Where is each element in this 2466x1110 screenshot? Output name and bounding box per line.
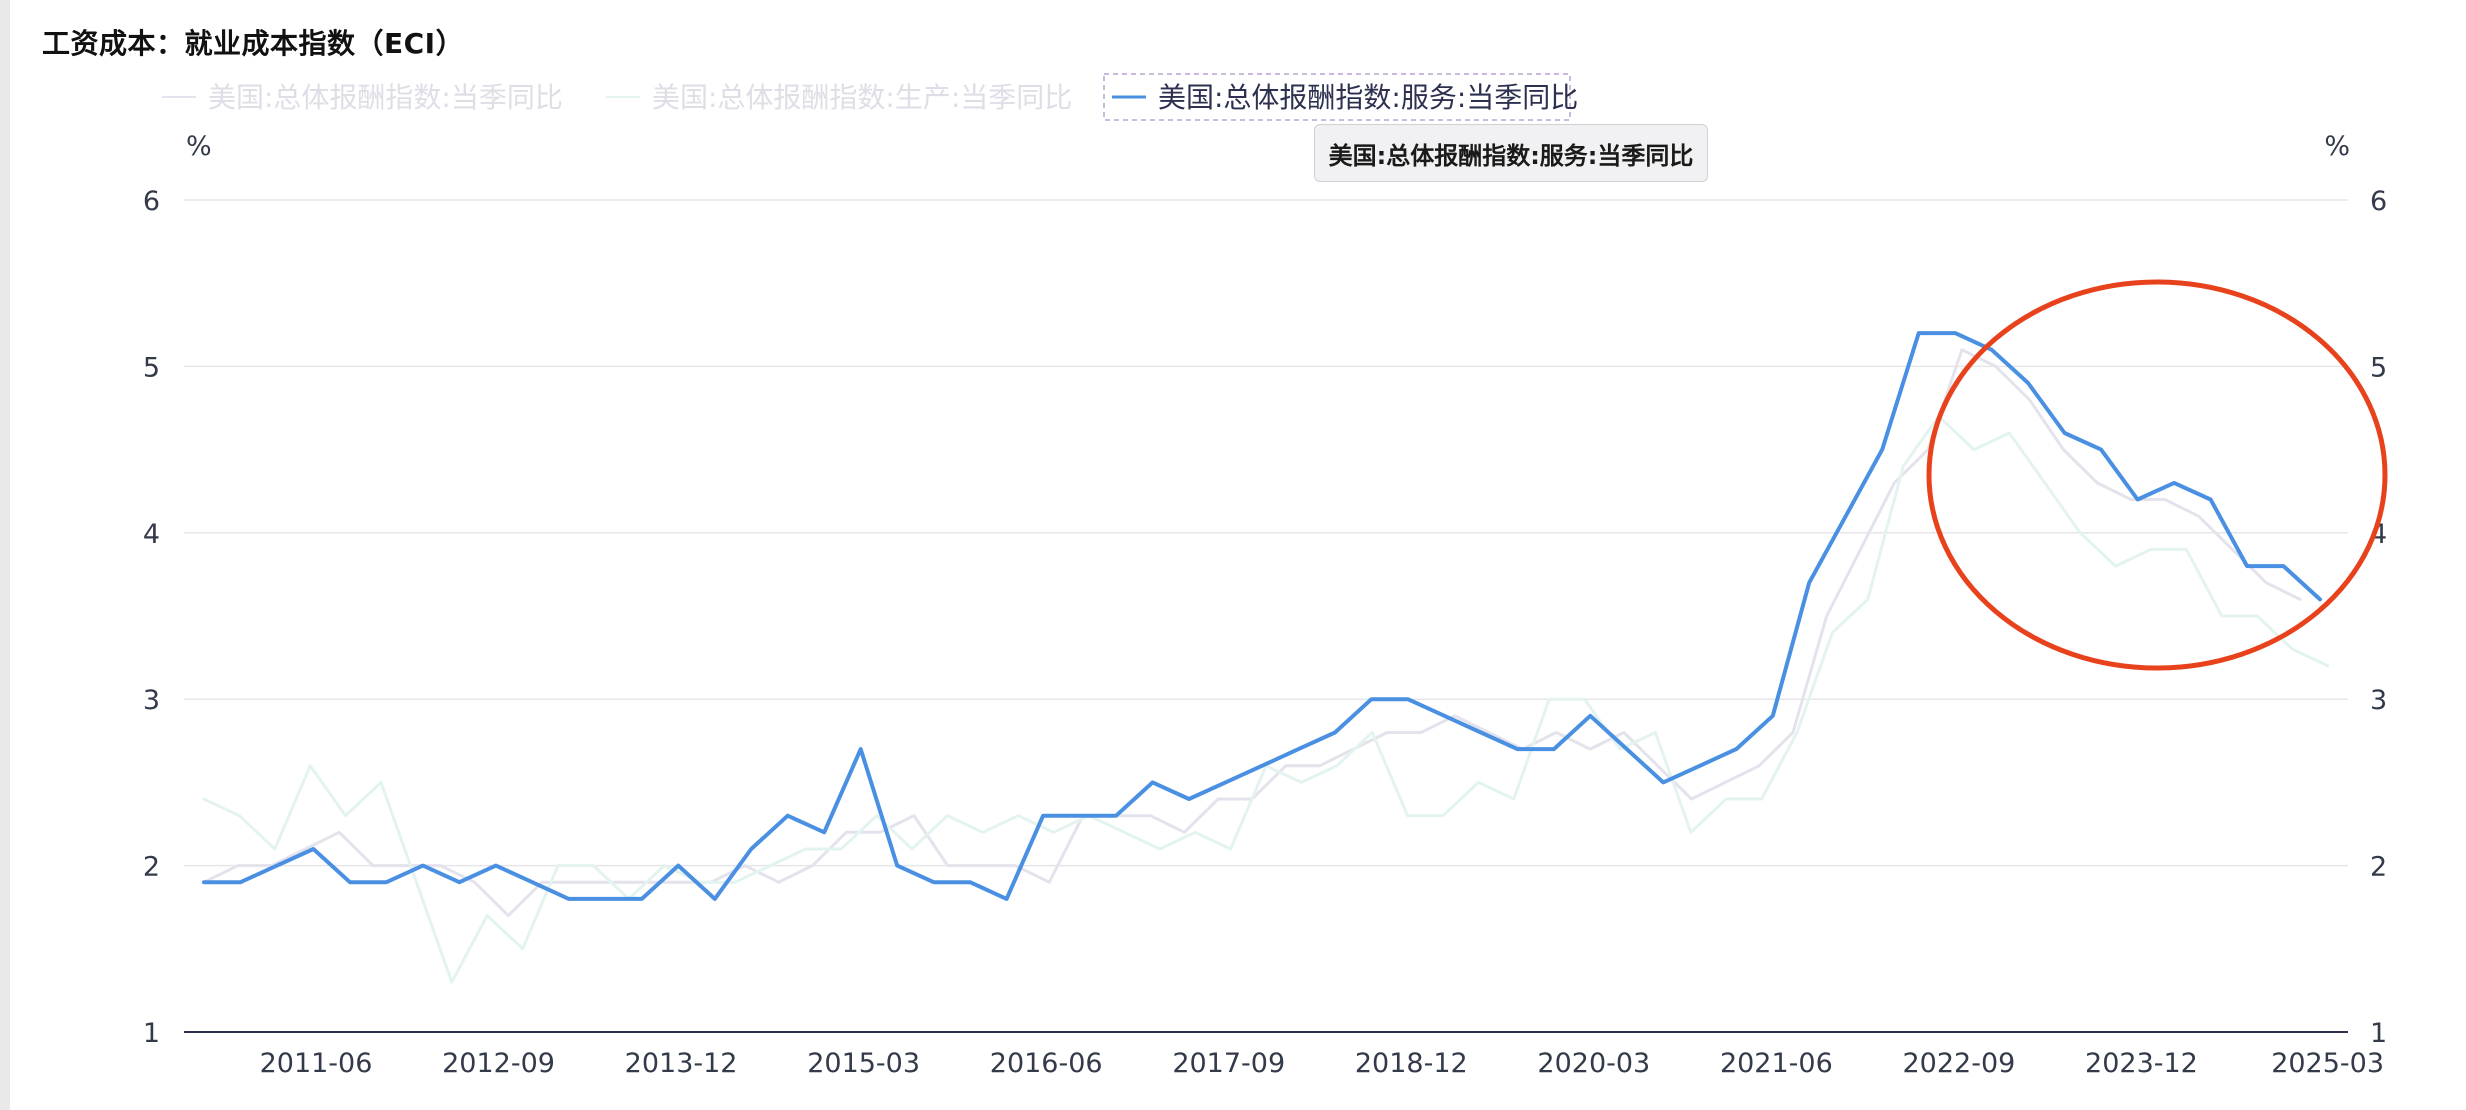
- x-tick-label: 2025-03: [2271, 1048, 2384, 1079]
- x-tick-label: 2020-03: [1537, 1048, 1650, 1079]
- legend-item-3: 美国:总体报酬指数:服务:当季同比: [1158, 81, 1578, 114]
- y-unit-left: %: [186, 131, 212, 162]
- x-tick-label: 2012-09: [442, 1048, 555, 1079]
- y-tick-label-left: 3: [143, 685, 160, 716]
- x-tick-label: 2023-12: [2085, 1048, 2198, 1079]
- y-tick-label-right: 6: [2370, 186, 2387, 217]
- y-tick-label-right: 1: [2370, 1018, 2387, 1049]
- x-tick-label: 2016-06: [990, 1048, 1103, 1079]
- x-tick-label: 2011-06: [260, 1048, 373, 1079]
- x-tick-label: 2017-09: [1172, 1048, 1285, 1079]
- y-tick-label-left: 2: [143, 852, 160, 883]
- y-tick-label-right: 5: [2370, 352, 2387, 383]
- y-tick-label-right: 2: [2370, 852, 2387, 883]
- y-tick-label-left: 6: [143, 186, 160, 217]
- x-tick-label: 2018-12: [1355, 1048, 1468, 1079]
- y-tick-label-left: 4: [143, 519, 160, 550]
- series-line-3: [202, 331, 2322, 901]
- highlight-ellipse: [1926, 279, 2388, 671]
- y-unit-right: %: [2324, 131, 2350, 162]
- legend-tooltip: 美国:总体报酬指数:服务:当季同比: [1314, 124, 1708, 182]
- chart-title: 工资成本：就业成本指数（ECI）: [42, 27, 465, 60]
- y-tick-label-left: 5: [143, 352, 160, 383]
- x-tick-label: 2022-09: [1903, 1048, 2016, 1079]
- x-tick-label: 2021-06: [1720, 1048, 1833, 1079]
- legend-item-2: 美国:总体报酬指数:生产:当季同比: [652, 81, 1072, 114]
- x-tick-label: 2013-12: [625, 1048, 738, 1079]
- legend-focus-outline: [1103, 73, 1571, 121]
- y-tick-label-left: 1: [143, 1018, 160, 1049]
- y-tick-label-right: 3: [2370, 685, 2387, 716]
- series-line-1: [202, 348, 2302, 917]
- left-edge-rail: [0, 0, 10, 1110]
- x-tick-label: 2015-03: [807, 1048, 920, 1079]
- legend-item-1: 美国:总体报酬指数:当季同比: [208, 81, 563, 114]
